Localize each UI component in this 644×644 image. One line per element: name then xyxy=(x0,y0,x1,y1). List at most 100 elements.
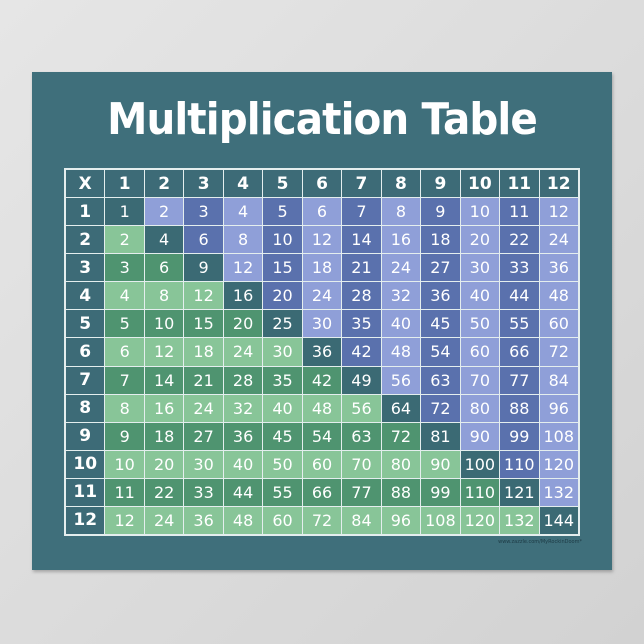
product-cell: 35 xyxy=(342,310,381,338)
column-header: 4 xyxy=(223,170,263,198)
product-cell: 90 xyxy=(421,450,460,478)
product-cell: 72 xyxy=(421,394,460,422)
product-cell: 2 xyxy=(105,226,144,254)
product-cell: 24 xyxy=(223,338,263,366)
product-cell: 50 xyxy=(263,450,302,478)
product-cell: 60 xyxy=(460,338,500,366)
product-cell: 33 xyxy=(500,254,539,282)
product-cell: 28 xyxy=(342,282,381,310)
product-cell: 96 xyxy=(539,394,578,422)
product-cell: 18 xyxy=(302,254,342,282)
product-cell: 70 xyxy=(460,366,500,394)
product-cell: 1 xyxy=(105,198,144,226)
product-cell: 42 xyxy=(342,338,381,366)
product-cell: 20 xyxy=(263,282,302,310)
product-cell: 16 xyxy=(381,226,421,254)
product-cell: 55 xyxy=(263,478,302,506)
product-cell: 40 xyxy=(381,310,421,338)
row-header: 12 xyxy=(66,506,105,534)
product-cell: 63 xyxy=(421,366,460,394)
product-cell: 48 xyxy=(381,338,421,366)
product-cell: 24 xyxy=(381,254,421,282)
product-cell: 40 xyxy=(263,394,302,422)
column-header: 3 xyxy=(184,170,223,198)
product-cell: 100 xyxy=(460,450,500,478)
product-cell: 45 xyxy=(263,422,302,450)
product-cell: 27 xyxy=(184,422,223,450)
product-cell: 32 xyxy=(381,282,421,310)
product-cell: 6 xyxy=(302,198,342,226)
product-cell: 5 xyxy=(263,198,302,226)
row-header: 3 xyxy=(66,254,105,282)
product-cell: 30 xyxy=(302,310,342,338)
product-cell: 63 xyxy=(342,422,381,450)
product-cell: 9 xyxy=(421,198,460,226)
product-cell: 54 xyxy=(302,422,342,450)
product-cell: 12 xyxy=(302,226,342,254)
product-cell: 36 xyxy=(421,282,460,310)
product-cell: 36 xyxy=(539,254,578,282)
product-cell: 11 xyxy=(500,198,539,226)
product-cell: 30 xyxy=(263,338,302,366)
row-header: 9 xyxy=(66,422,105,450)
product-cell: 35 xyxy=(263,366,302,394)
product-cell: 72 xyxy=(302,506,342,534)
product-cell: 27 xyxy=(421,254,460,282)
product-cell: 18 xyxy=(144,422,184,450)
product-cell: 32 xyxy=(223,394,263,422)
product-cell: 6 xyxy=(105,338,144,366)
product-cell: 4 xyxy=(144,226,184,254)
product-cell: 44 xyxy=(500,282,539,310)
column-header: 5 xyxy=(263,170,302,198)
product-cell: 36 xyxy=(223,422,263,450)
product-cell: 8 xyxy=(144,282,184,310)
product-cell: 18 xyxy=(184,338,223,366)
product-cell: 99 xyxy=(500,422,539,450)
product-cell: 84 xyxy=(539,366,578,394)
product-cell: 4 xyxy=(223,198,263,226)
product-cell: 48 xyxy=(223,506,263,534)
product-cell: 9 xyxy=(184,254,223,282)
product-cell: 60 xyxy=(302,450,342,478)
product-cell: 5 xyxy=(105,310,144,338)
row-header: 4 xyxy=(66,282,105,310)
product-cell: 20 xyxy=(144,450,184,478)
product-cell: 132 xyxy=(500,506,539,534)
product-cell: 24 xyxy=(302,282,342,310)
product-cell: 12 xyxy=(144,338,184,366)
product-cell: 84 xyxy=(342,506,381,534)
column-header: 10 xyxy=(460,170,500,198)
product-cell: 24 xyxy=(184,394,223,422)
product-cell: 33 xyxy=(184,478,223,506)
product-cell: 15 xyxy=(184,310,223,338)
row-header: 5 xyxy=(66,310,105,338)
product-cell: 64 xyxy=(381,394,421,422)
product-cell: 99 xyxy=(421,478,460,506)
product-cell: 55 xyxy=(500,310,539,338)
product-cell: 14 xyxy=(342,226,381,254)
product-cell: 3 xyxy=(105,254,144,282)
product-cell: 88 xyxy=(381,478,421,506)
product-cell: 6 xyxy=(184,226,223,254)
product-cell: 20 xyxy=(460,226,500,254)
product-cell: 10 xyxy=(105,450,144,478)
product-cell: 10 xyxy=(460,198,500,226)
row-header: 8 xyxy=(66,394,105,422)
product-cell: 18 xyxy=(421,226,460,254)
product-cell: 12 xyxy=(105,506,144,534)
corner-label: X xyxy=(66,170,105,198)
product-cell: 21 xyxy=(342,254,381,282)
product-cell: 21 xyxy=(184,366,223,394)
row-header: 6 xyxy=(66,338,105,366)
product-cell: 121 xyxy=(500,478,539,506)
product-cell: 144 xyxy=(539,506,578,534)
product-cell: 66 xyxy=(500,338,539,366)
multiplication-grid: X 1 2 3 4 5 6 7 8 9 10 11 12 1 1 2 3 4 5 6 7 8 9 10 11 12 2 2 4 6 8 10 1… xyxy=(64,168,580,536)
column-header: 7 xyxy=(342,170,381,198)
product-cell: 16 xyxy=(144,394,184,422)
product-cell: 90 xyxy=(460,422,500,450)
product-cell: 36 xyxy=(302,338,342,366)
product-cell: 25 xyxy=(263,310,302,338)
product-cell: 66 xyxy=(302,478,342,506)
product-cell: 30 xyxy=(184,450,223,478)
